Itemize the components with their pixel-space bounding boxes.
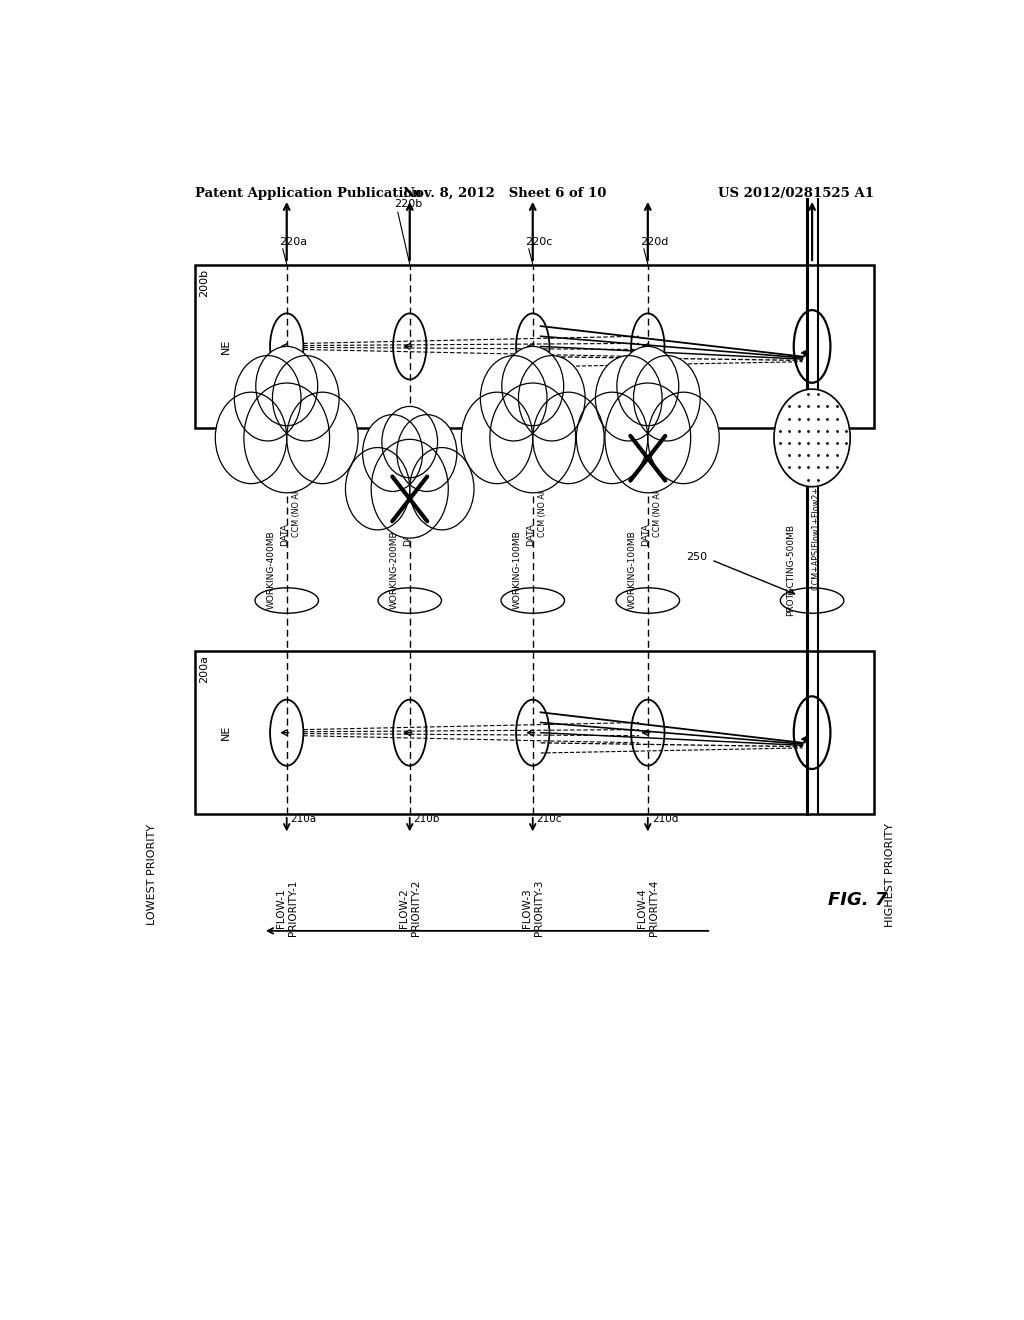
Text: CCM (NO APS): CCM (NO APS) [538, 480, 547, 537]
Text: PROTECTING-500MB: PROTECTING-500MB [786, 524, 796, 616]
Text: DATA: DATA [641, 523, 650, 546]
Text: FLOW-3
PRIORITY-3: FLOW-3 PRIORITY-3 [522, 880, 544, 936]
Text: Patent Application Publication: Patent Application Publication [196, 187, 422, 199]
Text: FIG. 7: FIG. 7 [828, 891, 888, 909]
Text: 220d: 220d [640, 236, 669, 247]
Circle shape [287, 392, 358, 483]
Bar [196, 265, 874, 428]
Circle shape [256, 346, 317, 426]
Text: 210c: 210c [537, 814, 562, 824]
Text: 210d: 210d [652, 814, 678, 824]
Text: CCM (NO APS): CCM (NO APS) [292, 480, 301, 537]
Text: WORKING-100MB: WORKING-100MB [512, 531, 521, 610]
Circle shape [616, 346, 679, 426]
Circle shape [371, 440, 449, 539]
Text: 200a: 200a [200, 656, 210, 684]
Circle shape [362, 414, 423, 491]
Text: 210a: 210a [291, 814, 316, 824]
Circle shape [774, 389, 850, 487]
Circle shape [382, 407, 437, 478]
Text: DATA: DATA [280, 523, 289, 546]
Circle shape [605, 383, 690, 492]
Circle shape [518, 355, 585, 441]
Text: DATA: DATA [402, 523, 412, 546]
Circle shape [410, 447, 474, 529]
Circle shape [532, 392, 604, 483]
Text: FLOW-2
PRIORITY-2: FLOW-2 PRIORITY-2 [399, 880, 421, 936]
Text: CCM (NO APS): CCM (NO APS) [415, 480, 424, 537]
Text: NE: NE [221, 725, 230, 741]
Text: 200b: 200b [200, 269, 210, 297]
Circle shape [577, 392, 648, 483]
Text: US 2012/0281525 A1: US 2012/0281525 A1 [718, 187, 873, 199]
Text: WORKING-400MB: WORKING-400MB [266, 531, 275, 610]
Circle shape [272, 355, 339, 441]
Text: 250: 250 [686, 552, 708, 562]
Text: 220c: 220c [524, 236, 552, 247]
Text: LOWEST PRIORITY: LOWEST PRIORITY [146, 825, 157, 925]
Circle shape [480, 355, 547, 441]
Circle shape [215, 392, 287, 483]
Text: WORKING-200MB: WORKING-200MB [389, 531, 398, 610]
Bar [196, 651, 874, 814]
Circle shape [648, 392, 719, 483]
Text: CCM (NO APS): CCM (NO APS) [653, 480, 662, 537]
Circle shape [489, 383, 575, 492]
Text: DATA: DATA [526, 523, 535, 546]
Text: FLOW-1
PRIORITY-1: FLOW-1 PRIORITY-1 [275, 880, 298, 936]
Text: 220b: 220b [394, 199, 422, 209]
Circle shape [234, 355, 301, 441]
Text: NE: NE [221, 339, 230, 354]
Circle shape [244, 383, 330, 492]
Text: 210b: 210b [414, 814, 440, 824]
Circle shape [462, 392, 532, 483]
Circle shape [345, 447, 410, 529]
Circle shape [502, 346, 563, 426]
Text: WORKING-100MB: WORKING-100MB [628, 531, 637, 610]
Circle shape [397, 414, 457, 491]
Text: CCM+APS(Flow1+Flow2+ Flow3+Flow4): CCM+APS(Flow1+Flow2+ Flow3+Flow4) [812, 428, 820, 590]
Text: HIGHEST PRIORITY: HIGHEST PRIORITY [885, 822, 895, 927]
Text: FLOW-4
PRIORITY-4: FLOW-4 PRIORITY-4 [637, 880, 658, 936]
Circle shape [595, 355, 663, 441]
Text: Nov. 8, 2012   Sheet 6 of 10: Nov. 8, 2012 Sheet 6 of 10 [403, 187, 606, 199]
Text: 220a: 220a [279, 236, 307, 247]
Circle shape [634, 355, 700, 441]
